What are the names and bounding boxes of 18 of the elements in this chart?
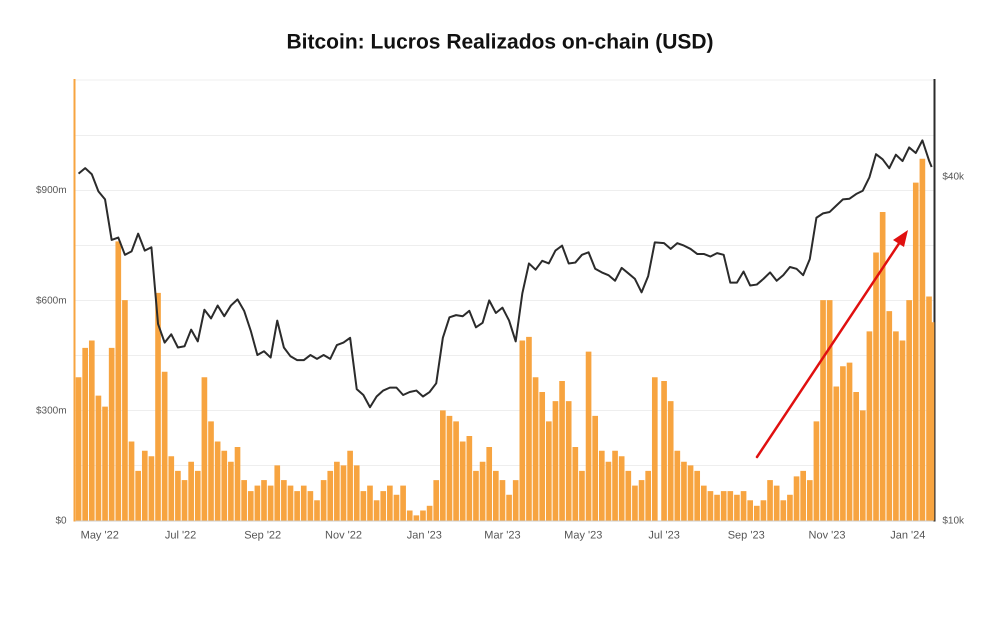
x-tick-label: May '23	[564, 529, 602, 542]
x-tick-label: Jul '23	[648, 529, 680, 542]
x-tick-label: Jan '24	[890, 529, 926, 542]
y-tick-label: $0	[55, 516, 68, 527]
x-tick-label: Nov '22	[325, 529, 362, 542]
x-tick-label: Sep '22	[244, 529, 282, 542]
x-tick-label: Nov '23	[808, 529, 846, 542]
chart-title: Bitcoin: Lucros Realizados on-chain (USD)	[286, 30, 714, 54]
y2-tick-label: $40k	[942, 171, 965, 182]
y-tick-label: $900m	[36, 185, 67, 196]
y-tick-label: $600m	[36, 295, 67, 306]
x-tick-label: Jul '22	[164, 529, 196, 542]
x-tick-label: Jan '23	[406, 529, 442, 542]
x-tick-label: May '22	[80, 529, 119, 542]
y-tick-label: $300m	[36, 405, 67, 416]
y2-tick-label: $10k	[942, 516, 965, 527]
x-tick-label: Mar '23	[484, 529, 521, 542]
x-tick-label: Sep '23	[728, 529, 765, 542]
